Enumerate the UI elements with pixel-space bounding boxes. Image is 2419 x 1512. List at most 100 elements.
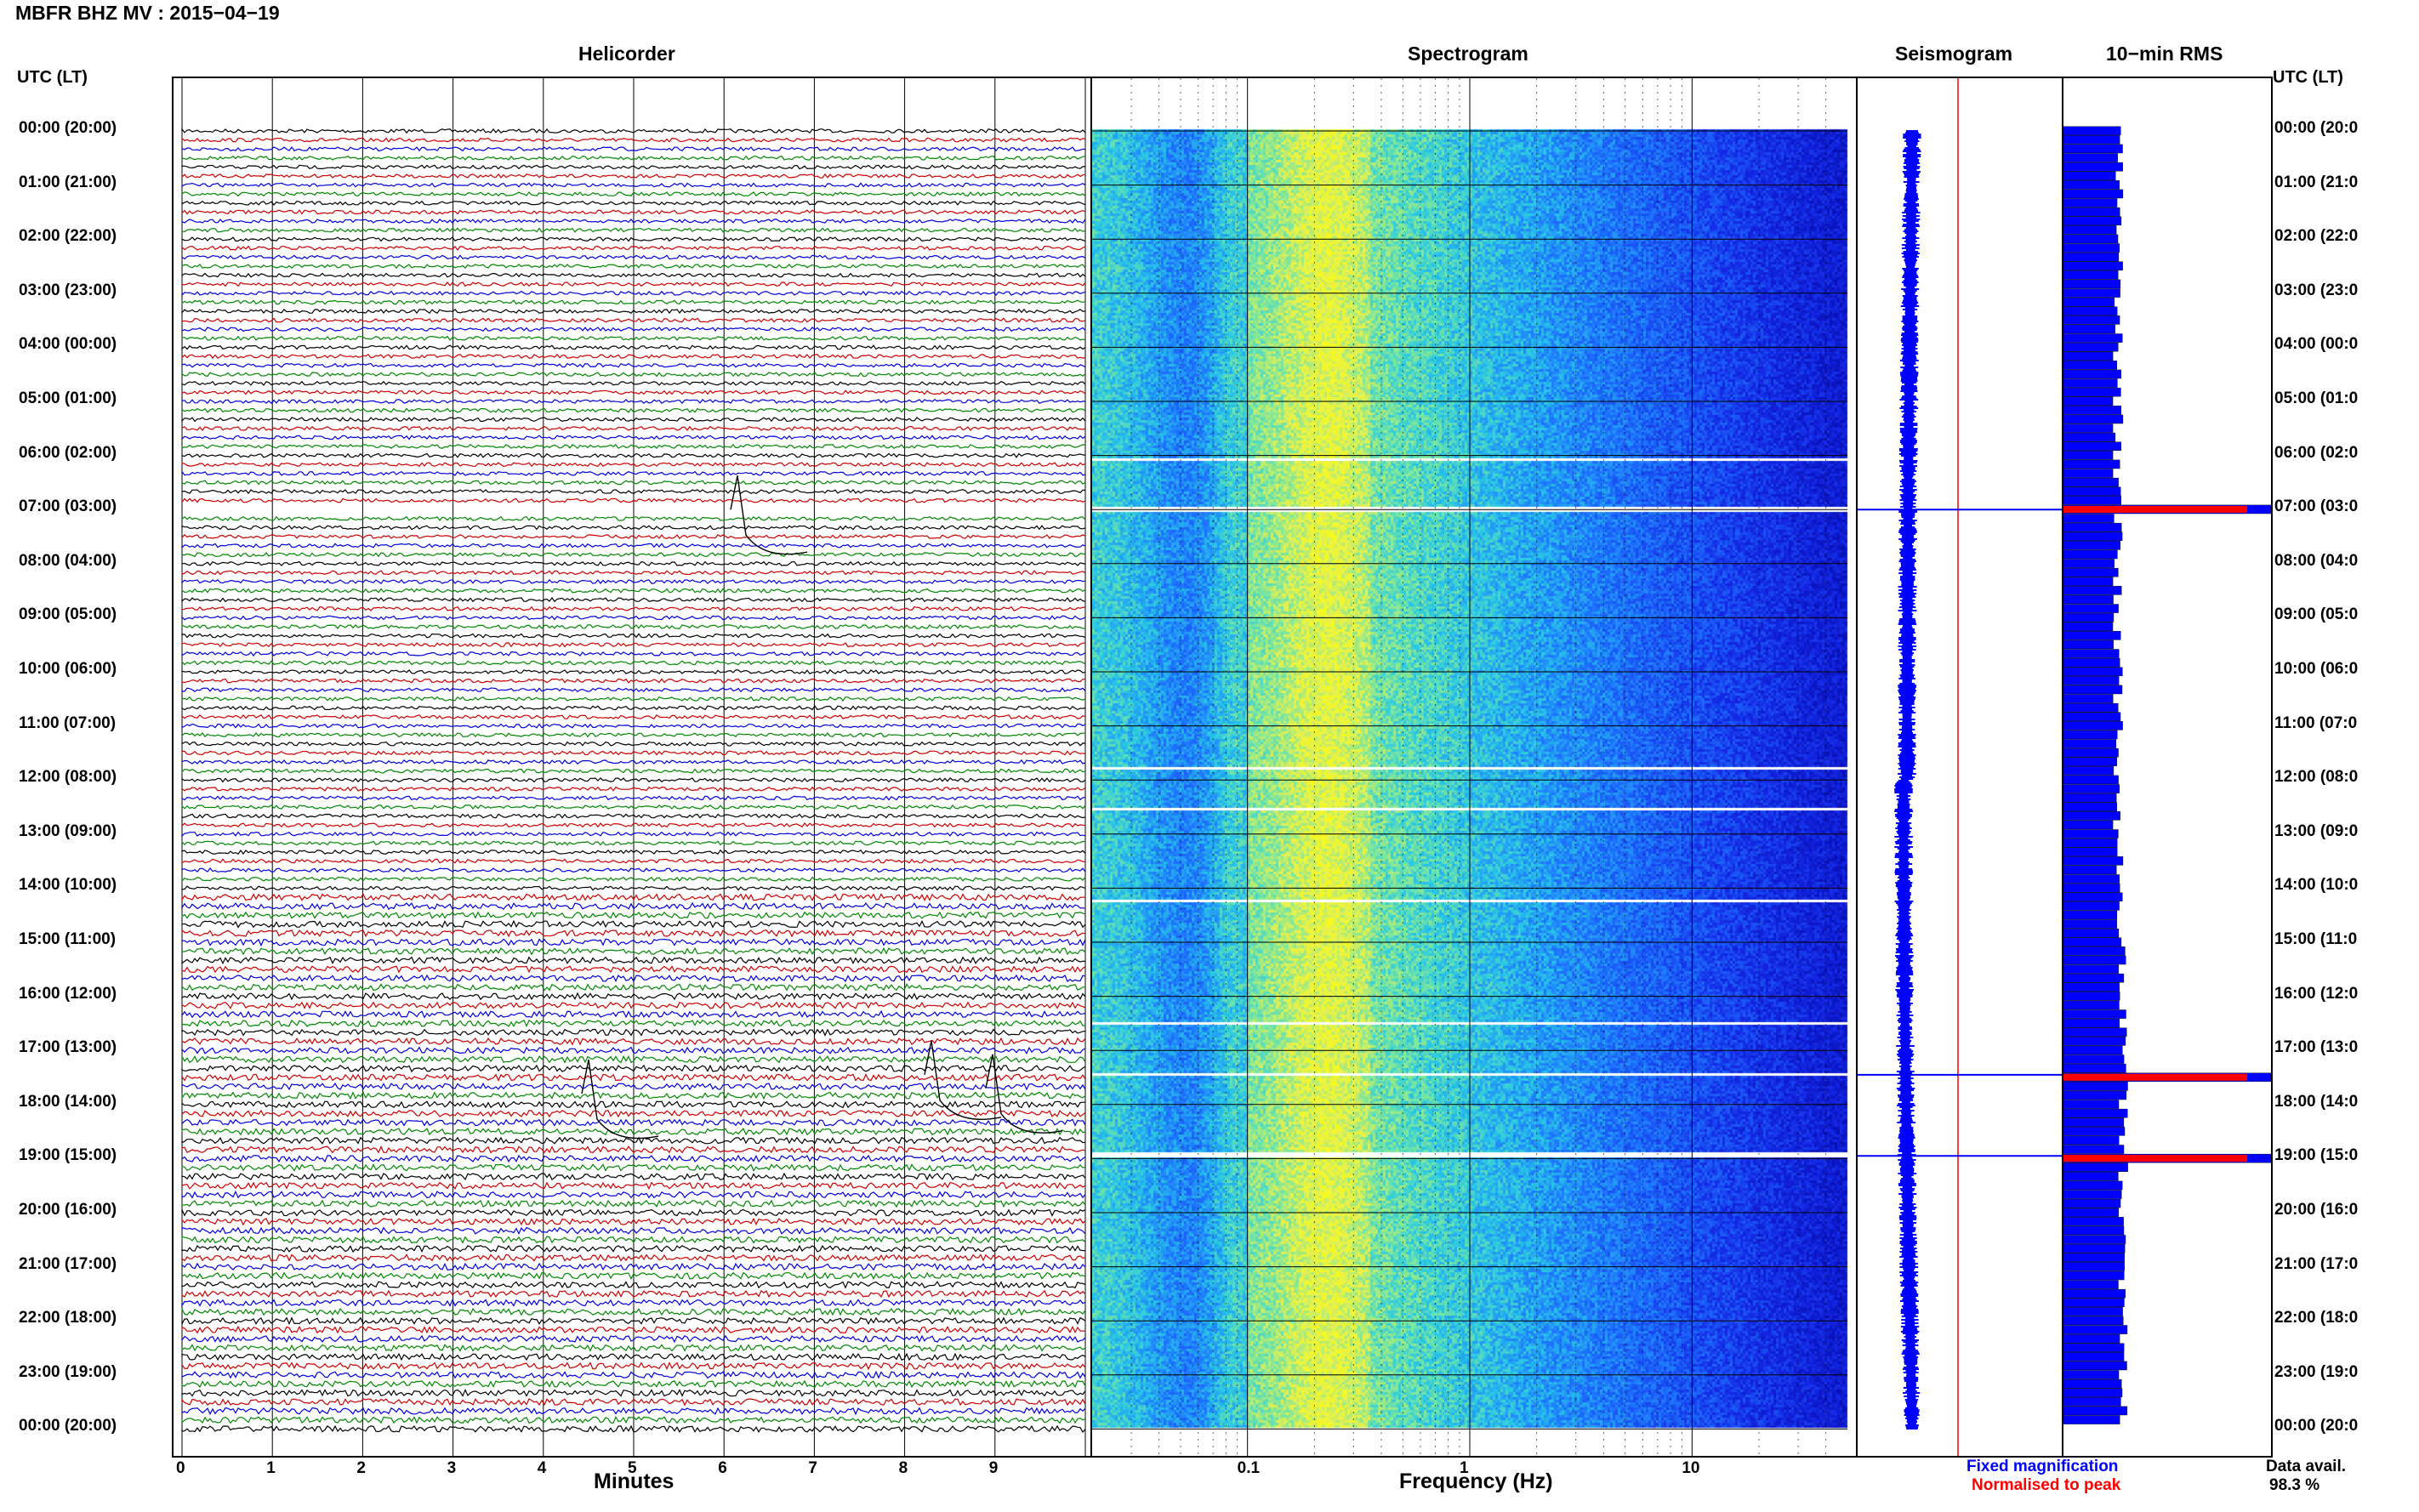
helicorder-trace [181, 1271, 1086, 1281]
rms-bar [2063, 1145, 2125, 1154]
helicorder-trace [181, 344, 1086, 350]
rms-title: 10−min RMS [2106, 43, 2223, 65]
helicorder-trace [181, 1289, 1086, 1299]
helicorder-trace [181, 209, 1086, 215]
helicorder-trace [181, 317, 1086, 323]
helicorder-trace [181, 668, 1086, 675]
rms-bar [2063, 1378, 2122, 1389]
helicorder-trace [181, 1361, 1086, 1371]
rms-bar [2063, 757, 2117, 767]
rms-bar [2063, 1100, 2120, 1109]
helicorder-trace [181, 1046, 1086, 1054]
rms-bar [2063, 378, 2118, 388]
helicorder-trace [181, 272, 1086, 278]
helicorder-trace [181, 552, 1086, 558]
rms-bar [2063, 883, 2120, 893]
left-time-label: 00:00 (20:00) [19, 119, 117, 137]
helicorder-trace [181, 1236, 1086, 1244]
minute-tick-label: 2 [356, 1459, 366, 1477]
helicorder-trace [181, 417, 1086, 423]
helicorder-trace [181, 705, 1086, 711]
rms-bar [2063, 1135, 2120, 1145]
rms-bar [2063, 559, 2114, 568]
right-time-label: 11:00 (07:0 [2274, 713, 2358, 732]
rms-bar [2063, 1388, 2123, 1397]
helicorder-trace [181, 281, 1086, 287]
helicorder-trace [181, 605, 1086, 611]
helicorder-trace [181, 327, 1086, 333]
helicorder-trace [181, 155, 1086, 161]
left-time-label: 15:00 (11:00) [19, 930, 117, 948]
minute-tick-label: 7 [808, 1459, 817, 1477]
legend-normalised-to-peak: Normalised to peak [1972, 1476, 2121, 1494]
rms-bar [2063, 811, 2120, 821]
helicorder-trace [181, 254, 1086, 260]
rms-bar [2063, 486, 2121, 497]
rms-bar [2063, 766, 2114, 776]
helicorder-trace [181, 1217, 1086, 1226]
right-time-label: 22:00 (18:0 [2274, 1309, 2359, 1327]
right-time-label: 03:00 (23:0 [2274, 281, 2359, 299]
rms-bar [2063, 135, 2120, 145]
rms-bar [2063, 423, 2114, 433]
helicorder-trace [181, 407, 1086, 413]
helicorder-trace [181, 615, 1086, 621]
rms-bar [2063, 955, 2126, 965]
rms-bar [2063, 1415, 2120, 1424]
helicorder-trace [181, 1316, 1086, 1326]
helicorder-trace [181, 1172, 1086, 1181]
rms-bar [2063, 1009, 2126, 1019]
left-time-label: 22:00 (18:00) [19, 1309, 117, 1327]
helicorder-trace [181, 145, 1086, 152]
rms-bar [2063, 1162, 2128, 1172]
helicorder-trace [181, 741, 1086, 747]
helicorder-trace [181, 642, 1086, 648]
helicorder-trace [181, 1344, 1086, 1352]
rms-bar [2063, 1045, 2123, 1055]
left-time-label: 03:00 (23:00) [19, 281, 117, 299]
rms-bar [2063, 1325, 2128, 1334]
helicorder-trace [181, 804, 1086, 810]
helicorder-trace [181, 1379, 1086, 1389]
helicorder-trace [181, 723, 1086, 729]
helicorder-trace [181, 182, 1086, 188]
helicorder-trace [181, 1307, 1086, 1316]
right-time-label: 14:00 (10:0 [2274, 876, 2359, 895]
rms-bar [2063, 234, 2119, 244]
left-axis-label: UTC (LT) [17, 68, 88, 87]
rms-bar [2063, 631, 2121, 640]
helicorder-title: Helicorder [578, 43, 675, 65]
minute-tick-label: 3 [447, 1459, 457, 1477]
rms-bar [2063, 702, 2119, 713]
rms-bar [2063, 451, 2114, 460]
right-time-label: 01:00 (21:0 [2274, 173, 2359, 191]
rms-bar [2063, 1117, 2125, 1127]
left-time-label: 14:00 (10:00) [19, 876, 117, 895]
seismogram-title: Seismogram [1895, 43, 2013, 65]
left-time-label: 13:00 (09:00) [19, 821, 117, 840]
right-time-label: 15:00 (11:0 [2274, 930, 2358, 948]
left-time-label: 20:00 (16:00) [19, 1201, 117, 1219]
helicorder-trace [181, 777, 1086, 783]
rms-bar [2063, 333, 2123, 343]
helicorder-trace [181, 713, 1086, 720]
data-availability-label: Data avail. [2266, 1458, 2346, 1475]
helicorder-trace [181, 1001, 1086, 1009]
helicorder-trace [181, 1028, 1086, 1037]
helicorder-trace [181, 191, 1086, 197]
rms-bar [2063, 973, 2125, 983]
helicorder-trace [181, 579, 1086, 585]
right-time-label: 07:00 (03:0 [2274, 497, 2359, 516]
rms-bar [2063, 721, 2123, 730]
helicorder-trace [181, 1009, 1086, 1019]
rms-bar [2063, 207, 2120, 217]
rms-bar [2063, 964, 2119, 974]
rms-bar [2063, 261, 2123, 270]
rms-bar [2063, 1333, 2120, 1344]
spectrogram-grid [1092, 78, 1847, 1456]
helicorder-trace [181, 399, 1086, 405]
left-time-label: 21:00 (17:00) [19, 1254, 117, 1273]
helicorder-trace [181, 1325, 1086, 1334]
helicorder-trace [181, 488, 1086, 495]
right-time-label: 13:00 (09:0 [2274, 821, 2359, 840]
